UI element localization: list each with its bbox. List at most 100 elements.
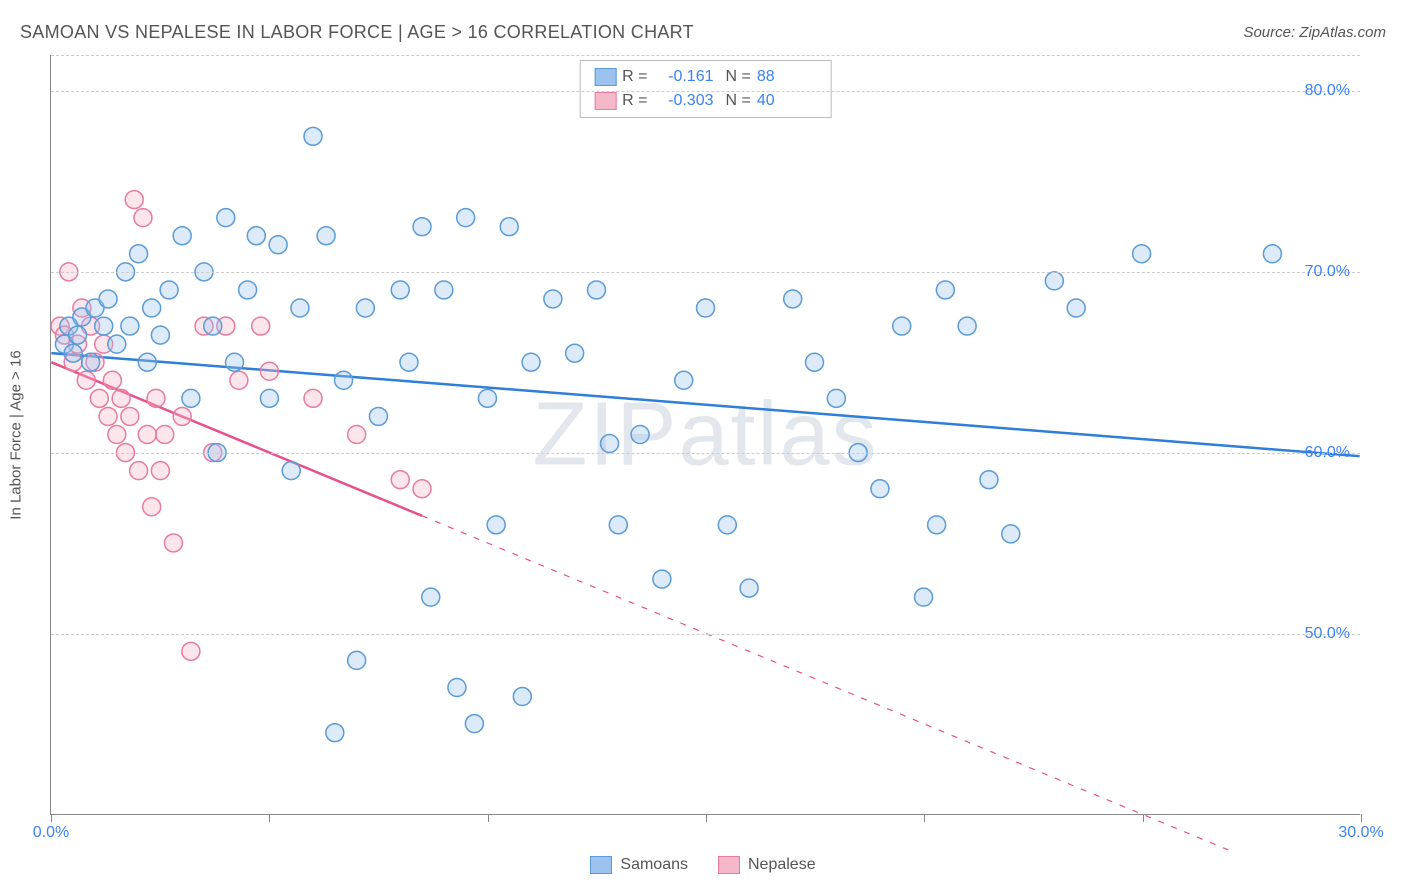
data-point: [465, 715, 483, 733]
series-legend: Samoans Nepalese: [0, 856, 1406, 874]
data-point: [151, 326, 169, 344]
data-point: [252, 317, 270, 335]
data-point: [326, 724, 344, 742]
data-point: [391, 471, 409, 489]
y-tick-label: 70.0%: [1305, 263, 1350, 281]
data-point: [1045, 272, 1063, 290]
data-point: [291, 299, 309, 317]
data-point: [457, 209, 475, 227]
gridline-h: [51, 91, 1360, 92]
data-point: [204, 317, 222, 335]
data-point: [915, 588, 933, 606]
legend-swatch: [594, 68, 616, 86]
data-point: [156, 426, 174, 444]
legend-label: Samoans: [620, 856, 688, 874]
data-point: [77, 371, 95, 389]
x-tick-label: 0.0%: [33, 824, 69, 842]
data-point: [95, 317, 113, 335]
data-point: [230, 371, 248, 389]
data-point: [108, 335, 126, 353]
data-point: [566, 344, 584, 362]
n-value: 40: [757, 89, 817, 113]
data-point: [226, 353, 244, 371]
data-point: [260, 362, 278, 380]
data-point: [143, 299, 161, 317]
data-point: [697, 299, 715, 317]
data-point: [1067, 299, 1085, 317]
data-point: [64, 344, 82, 362]
data-point: [239, 281, 257, 299]
data-point: [478, 389, 496, 407]
gridline-h: [51, 272, 1360, 273]
x-tick: [488, 814, 489, 822]
correlation-legend: R =-0.161N =88R =-0.303N =40: [579, 60, 832, 118]
data-point: [1263, 245, 1281, 263]
data-point: [936, 281, 954, 299]
data-point: [544, 290, 562, 308]
data-point: [112, 389, 130, 407]
y-tick-label: 80.0%: [1305, 82, 1350, 100]
data-point: [601, 435, 619, 453]
r-label: R =: [622, 65, 647, 89]
r-value: -0.303: [654, 89, 714, 113]
data-point: [90, 389, 108, 407]
data-point: [82, 353, 100, 371]
legend-swatch: [718, 856, 740, 874]
data-point: [164, 534, 182, 552]
data-point: [173, 227, 191, 245]
data-point: [304, 389, 322, 407]
data-point: [138, 353, 156, 371]
data-point: [108, 426, 126, 444]
trend-line-dashed: [422, 516, 1229, 850]
y-axis-title: In Labor Force | Age > 16: [8, 350, 25, 519]
data-point: [269, 236, 287, 254]
n-label: N =: [726, 89, 751, 113]
data-point: [160, 281, 178, 299]
data-point: [422, 588, 440, 606]
legend-item: Nepalese: [718, 856, 816, 874]
y-tick-label: 60.0%: [1305, 444, 1350, 462]
data-point: [356, 299, 374, 317]
data-point: [348, 426, 366, 444]
gridline-h: [51, 634, 1360, 635]
scatter-svg: [51, 55, 1360, 814]
data-point: [130, 462, 148, 480]
data-point: [99, 290, 117, 308]
data-point: [513, 688, 531, 706]
n-label: N =: [726, 65, 751, 89]
legend-swatch: [590, 856, 612, 874]
data-point: [260, 389, 278, 407]
data-point: [740, 579, 758, 597]
data-point: [130, 245, 148, 263]
n-value: 88: [757, 65, 817, 89]
data-point: [103, 371, 121, 389]
data-point: [125, 191, 143, 209]
data-point: [348, 651, 366, 669]
gridline-h: [51, 453, 1360, 454]
legend-swatch: [594, 92, 616, 110]
data-point: [784, 290, 802, 308]
data-point: [69, 326, 87, 344]
data-point: [391, 281, 409, 299]
data-point: [143, 498, 161, 516]
data-point: [631, 426, 649, 444]
data-point: [487, 516, 505, 534]
legend-label: Nepalese: [748, 856, 816, 874]
data-point: [317, 227, 335, 245]
source-attribution: Source: ZipAtlas.com: [1243, 24, 1386, 41]
r-value: -0.161: [654, 65, 714, 89]
legend-stat-row: R =-0.303N =40: [594, 89, 817, 113]
data-point: [522, 353, 540, 371]
chart-plot-area: In Labor Force | Age > 16 ZIPatlas R =-0…: [50, 55, 1360, 815]
data-point: [304, 127, 322, 145]
data-point: [718, 516, 736, 534]
data-point: [369, 407, 387, 425]
data-point: [121, 317, 139, 335]
data-point: [653, 570, 671, 588]
chart-header: SAMOAN VS NEPALESE IN LABOR FORCE | AGE …: [0, 0, 1406, 50]
data-point: [134, 209, 152, 227]
data-point: [958, 317, 976, 335]
data-point: [282, 462, 300, 480]
x-tick: [1143, 814, 1144, 822]
data-point: [500, 218, 518, 236]
